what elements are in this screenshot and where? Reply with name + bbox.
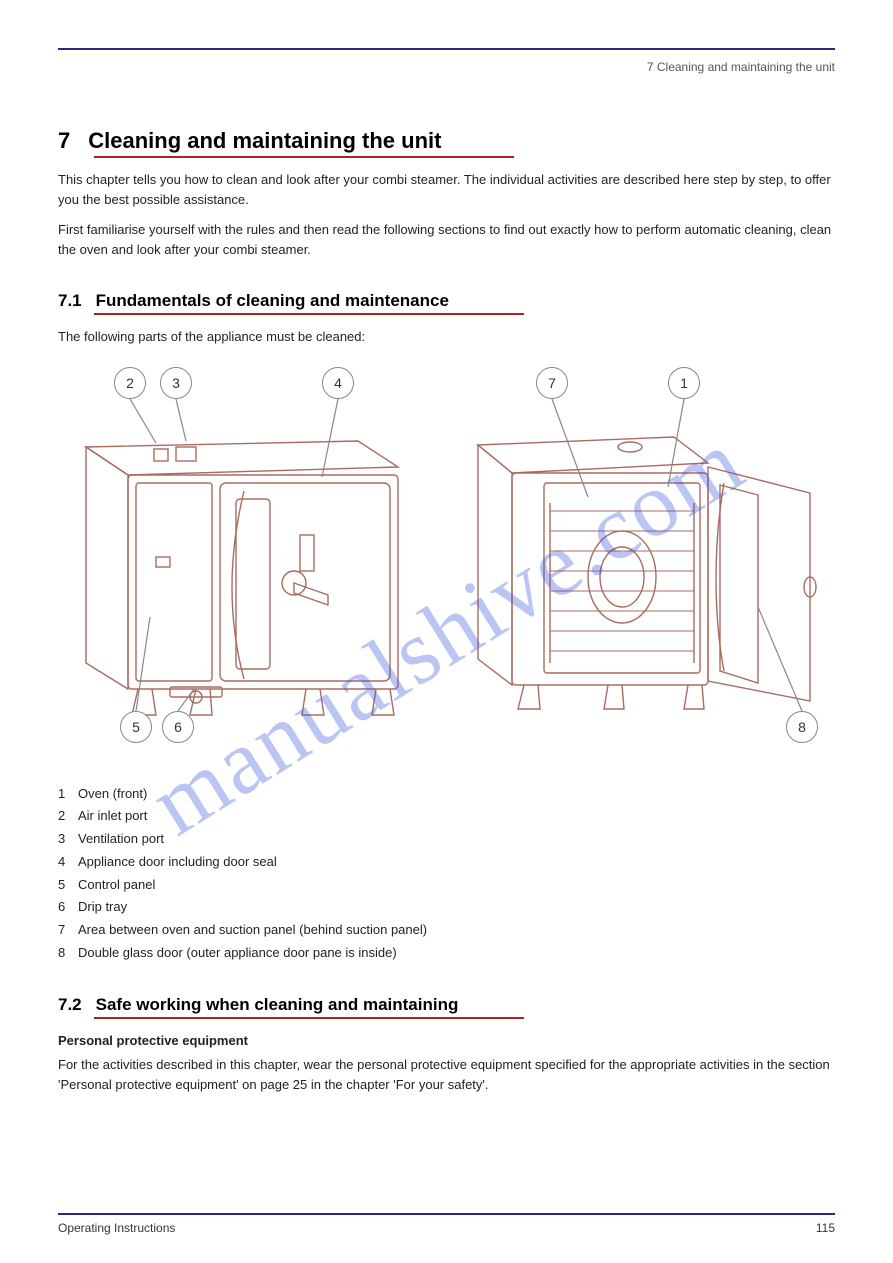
oven-closed-illustration	[58, 387, 418, 727]
footer-right: 115	[816, 1221, 835, 1235]
chapter-number: 7	[58, 128, 70, 154]
diagram-legend: 1Oven (front) 2Air inlet port 3Ventilati…	[58, 783, 835, 965]
callout-6: 6	[162, 711, 194, 743]
legend-1: 1Oven (front)	[58, 783, 835, 806]
legend-8: 8Double glass door (outer appliance door…	[58, 942, 835, 965]
section-7-1-number: 7.1	[58, 291, 82, 311]
page-footer: Operating Instructions 115	[58, 1213, 835, 1235]
chapter-rule	[94, 156, 514, 158]
callout-8: 8	[786, 711, 818, 743]
section-7-1-caption: The following parts of the appliance mus…	[58, 327, 835, 347]
oven-open-illustration	[458, 387, 838, 727]
intro-p1: This chapter tells you how to clean and …	[58, 170, 835, 210]
header-rule	[58, 48, 835, 50]
legend-3: 3Ventilation port	[58, 828, 835, 851]
callout-7: 7	[536, 367, 568, 399]
footer-rule	[58, 1213, 835, 1215]
callout-3: 3	[160, 367, 192, 399]
legend-4: 4Appliance door including door seal	[58, 851, 835, 874]
section-7-1-title: Fundamentals of cleaning and maintenance	[96, 291, 449, 311]
ppe-heading: Personal protective equipment	[58, 1031, 835, 1051]
running-header: 7 Cleaning and maintaining the unit	[58, 60, 835, 74]
callout-1: 1	[668, 367, 700, 399]
ppe-body: For the activities described in this cha…	[58, 1055, 835, 1095]
chapter-title: Cleaning and maintaining the unit	[88, 128, 441, 154]
section-7-1: 7.1 Fundamentals of cleaning and mainten…	[58, 291, 835, 965]
callout-5: 5	[120, 711, 152, 743]
callout-4: 4	[322, 367, 354, 399]
legend-5: 5Control panel	[58, 874, 835, 897]
intro-p2: First familiarise yourself with the rule…	[58, 220, 835, 260]
legend-6: 6Drip tray	[58, 896, 835, 919]
chapter-block: 7 Cleaning and maintaining the unit This…	[58, 128, 835, 261]
section-7-2-rule	[94, 1017, 524, 1019]
section-7-1-rule	[94, 313, 524, 315]
section-7-2: 7.2 Safe working when cleaning and maint…	[58, 995, 835, 1095]
legend-7: 7Area between oven and suction panel (be…	[58, 919, 835, 942]
section-7-2-title: Safe working when cleaning and maintaini…	[96, 995, 459, 1015]
section-7-2-number: 7.2	[58, 995, 82, 1015]
callout-2: 2	[114, 367, 146, 399]
legend-2: 2Air inlet port	[58, 805, 835, 828]
diagram-area: 2 3 4 5 6 7 1 8	[58, 357, 835, 777]
footer-left: Operating Instructions	[58, 1221, 175, 1235]
